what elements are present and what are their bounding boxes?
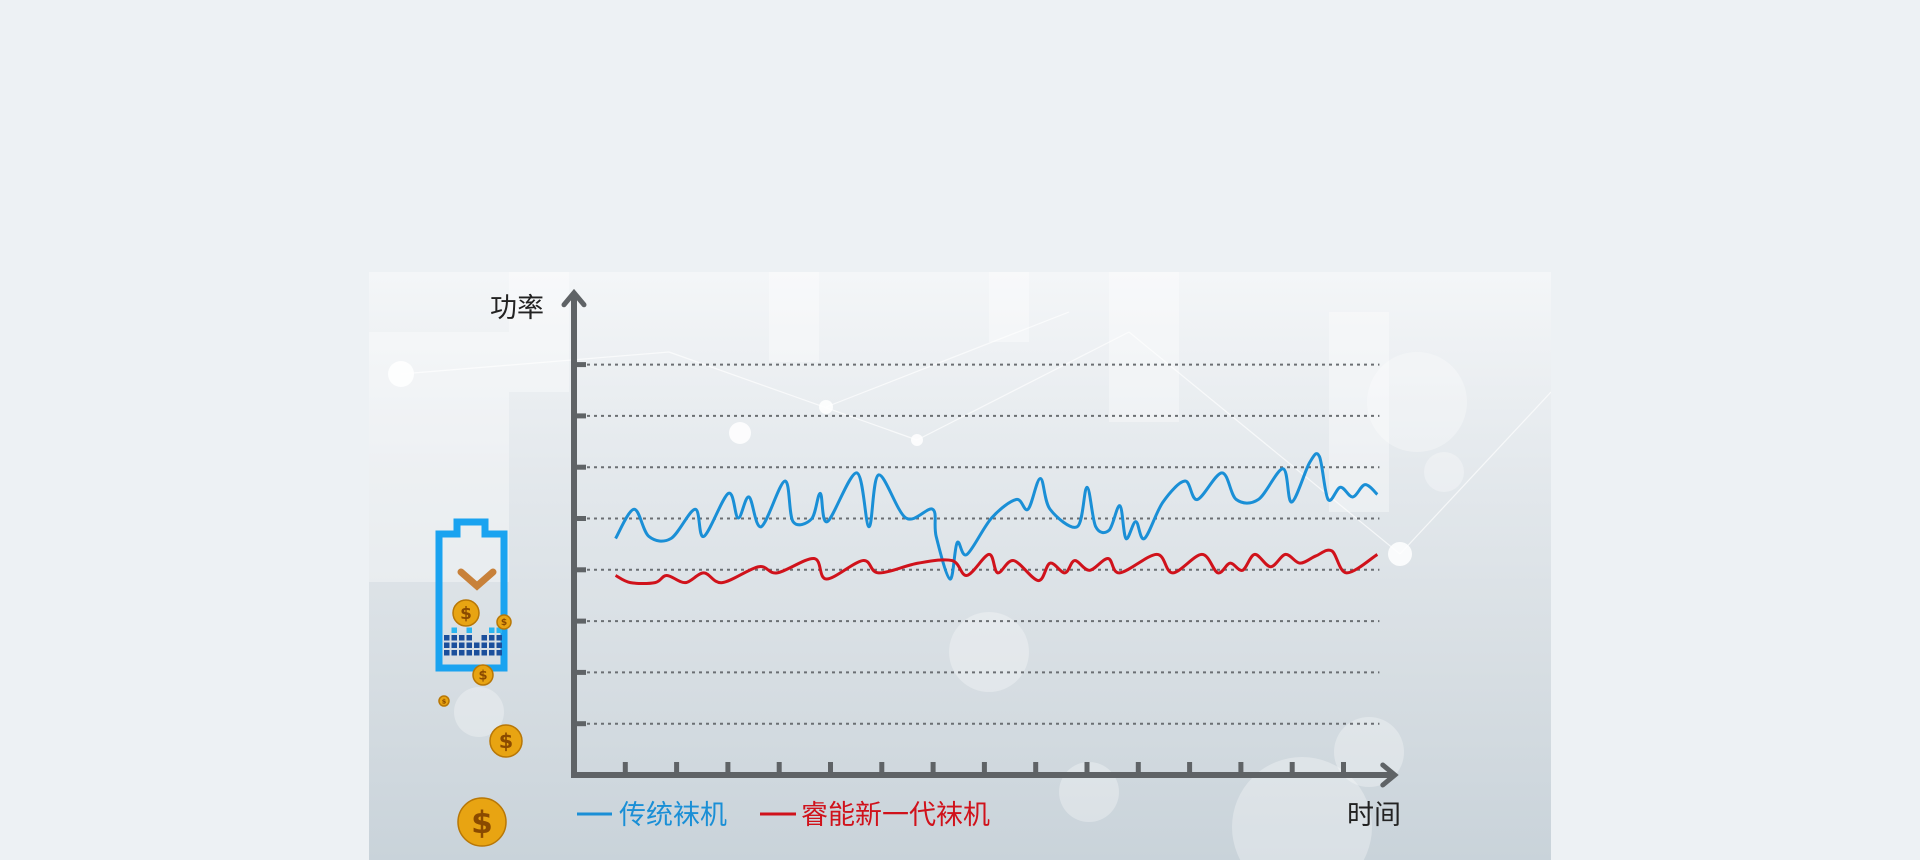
dollar-sign: $ bbox=[442, 697, 447, 705]
x-axis-label: 时间 bbox=[1347, 800, 1401, 831]
battery-level-cell bbox=[444, 635, 450, 641]
dollar-coin-icon bbox=[452, 599, 480, 627]
series-line-0 bbox=[614, 452, 1379, 581]
battery-level-cell bbox=[451, 627, 457, 633]
battery-level-cell bbox=[451, 650, 457, 656]
battery-level-cell bbox=[451, 635, 457, 641]
x-axis-arrow bbox=[1380, 762, 1399, 788]
checkmark-icon bbox=[457, 568, 497, 591]
legend: 传统袜机 睿能新一代袜机 bbox=[577, 800, 990, 831]
dollar-coin-icon bbox=[457, 797, 507, 847]
y-axis-label: 功率 bbox=[490, 293, 544, 324]
dollar-sign: $ bbox=[501, 618, 507, 628]
dollar-coin-icon bbox=[438, 695, 450, 707]
axes bbox=[561, 288, 1399, 788]
battery-level-cell bbox=[466, 650, 472, 656]
battery-level-cell bbox=[496, 642, 502, 648]
battery-level-cell bbox=[466, 627, 472, 633]
battery-level-cell bbox=[444, 650, 450, 656]
battery-level-cell bbox=[496, 650, 502, 656]
battery-level-cell bbox=[459, 635, 465, 641]
series-line-1 bbox=[614, 548, 1379, 586]
battery-with-checkmark-icon bbox=[435, 518, 508, 672]
battery-level-cell bbox=[451, 642, 457, 648]
bokeh-circle bbox=[1367, 352, 1467, 452]
dollar-coin-icon bbox=[472, 664, 494, 686]
battery-level-cell bbox=[496, 635, 502, 641]
battery-level-cell bbox=[459, 642, 465, 648]
battery-level-cell bbox=[474, 642, 480, 648]
building-silhouette bbox=[1329, 312, 1389, 512]
battery-level-cell bbox=[496, 627, 502, 633]
network-line bbox=[1399, 391, 1551, 555]
network-line bbox=[400, 351, 670, 375]
power-time-chart: $ $ $ $ $ $ 功率 时间 传统袜机 睿能新一代袜机 bbox=[369, 272, 1551, 860]
dollar-sign: $ bbox=[478, 669, 487, 684]
battery-level-cell bbox=[489, 635, 495, 641]
battery-level-cell bbox=[489, 627, 495, 633]
building-silhouette bbox=[509, 272, 569, 392]
y-axis-arrow bbox=[561, 288, 587, 308]
battery-level-cell bbox=[481, 650, 487, 656]
chart-panel: $ $ $ $ $ $ 功率 时间 传统袜机 睿能新一代袜机 bbox=[369, 272, 1551, 860]
battery-level-cell bbox=[481, 642, 487, 648]
network-line bbox=[825, 311, 1070, 408]
battery-level-cell bbox=[489, 642, 495, 648]
legend-label-traditional: 传统袜机 bbox=[619, 800, 727, 831]
bokeh-circle bbox=[1232, 757, 1372, 860]
bokeh-circle bbox=[1424, 452, 1464, 492]
bokeh-circle bbox=[949, 612, 1029, 692]
legend-label-ruineng: 睿能新一代袜机 bbox=[801, 800, 990, 831]
dollar-sign: $ bbox=[499, 729, 513, 753]
network-line bbox=[668, 351, 918, 441]
dollar-sign: $ bbox=[471, 805, 493, 841]
gridlines bbox=[574, 362, 1380, 727]
building-silhouette bbox=[769, 272, 819, 362]
building-silhouette bbox=[1109, 272, 1179, 422]
network-line bbox=[916, 331, 1130, 441]
battery-level-cell bbox=[459, 650, 465, 656]
battery-level-cell bbox=[444, 642, 450, 648]
battery-level-cell bbox=[474, 650, 480, 656]
bokeh-circle bbox=[454, 687, 504, 737]
series-lines bbox=[614, 452, 1379, 586]
battery-level-cell bbox=[481, 635, 487, 641]
dollar-coin-icon bbox=[489, 724, 523, 758]
building-silhouette bbox=[989, 272, 1029, 342]
network-line bbox=[1128, 331, 1401, 555]
bokeh-circle bbox=[729, 422, 751, 444]
dollar-coin-icon bbox=[496, 614, 512, 630]
battery-level-cell bbox=[489, 650, 495, 656]
battery-level-cell bbox=[466, 635, 472, 641]
battery-outline bbox=[435, 518, 508, 672]
dollar-sign: $ bbox=[460, 603, 472, 623]
battery-level-cell bbox=[466, 642, 472, 648]
dollar-coins-decoration: $ $ $ $ $ $ bbox=[438, 599, 523, 847]
